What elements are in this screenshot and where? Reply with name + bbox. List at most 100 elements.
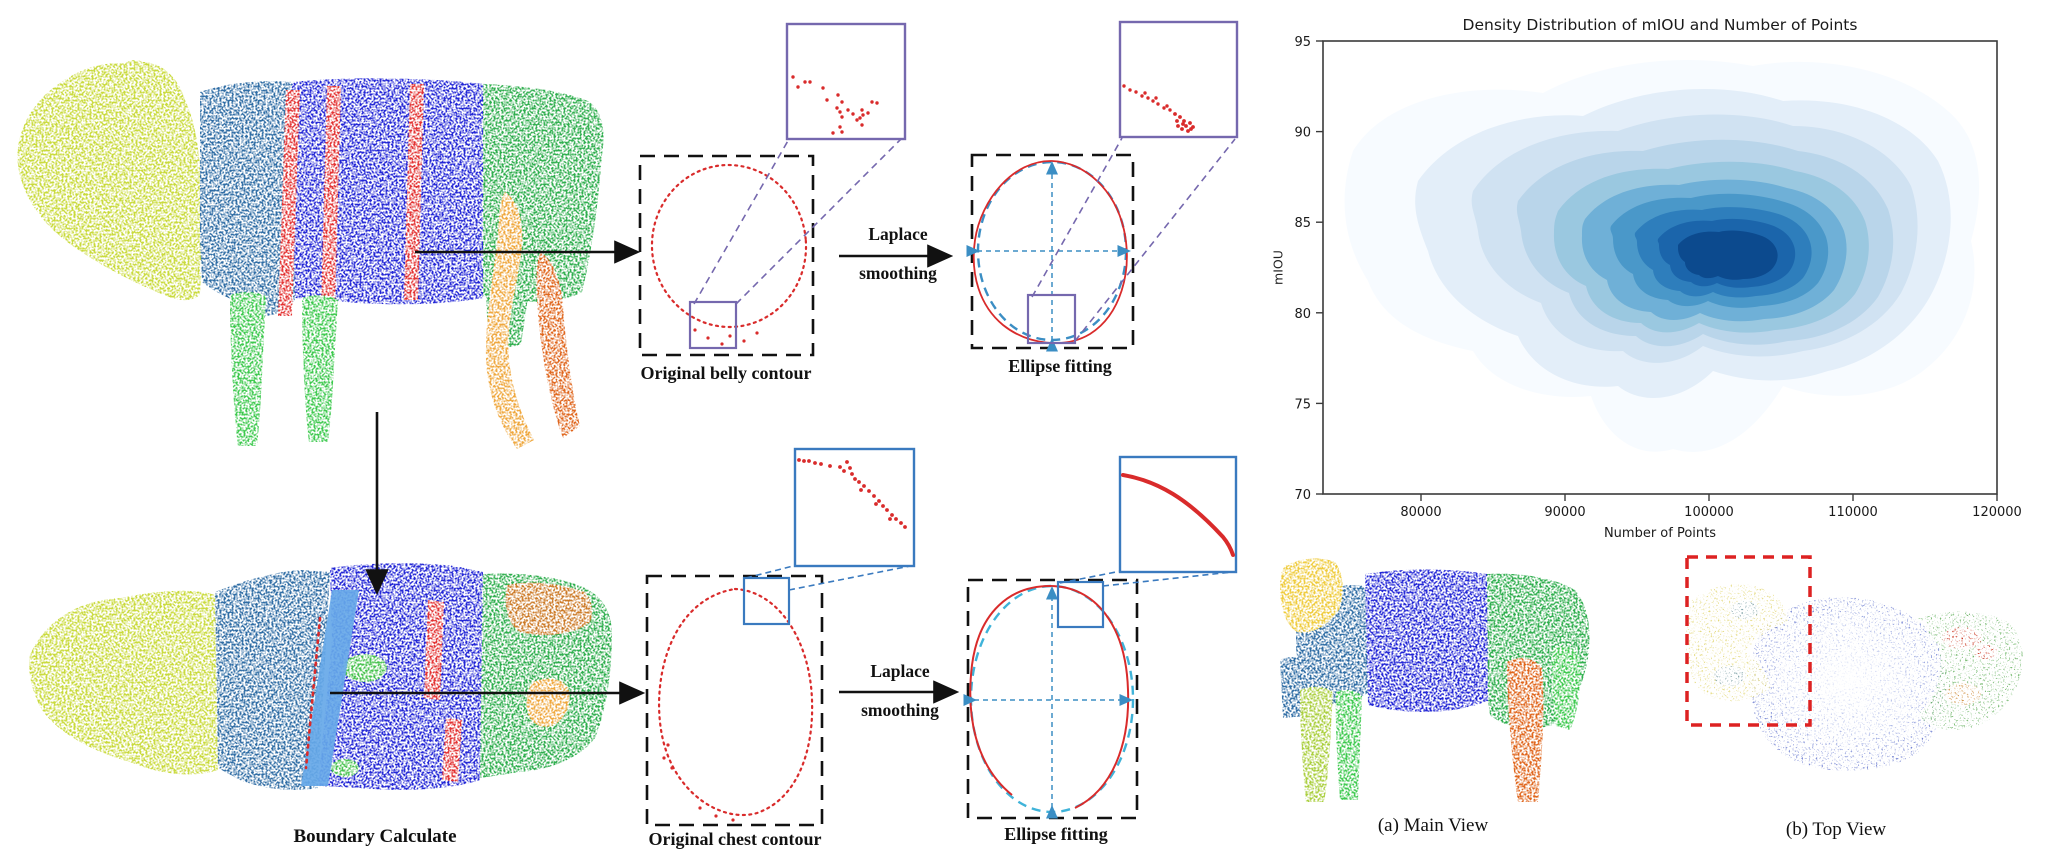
cow-top-head bbox=[29, 590, 219, 775]
cow-b-teal-accent-2 bbox=[1714, 666, 1746, 686]
y-tick-95: 95 bbox=[1294, 35, 1311, 50]
chest-ellipse-zoom-region-box bbox=[1056, 580, 1105, 629]
cow-a-rear-leg-orange bbox=[1507, 658, 1544, 802]
belly-ellipse-inset-points bbox=[1122, 84, 1195, 133]
top-view-caption: (b) Top View bbox=[1785, 819, 1887, 840]
kde-contours bbox=[1344, 60, 1980, 452]
cow-a-head-gold bbox=[1280, 558, 1343, 633]
boundary-plane bbox=[301, 590, 359, 786]
x-tick-80000: 80000 bbox=[1400, 505, 1441, 520]
cow-side-tail bbox=[485, 192, 534, 449]
cow-top-green-patch-1 bbox=[343, 654, 387, 682]
chest-ellipse-caption: Ellipse fitting bbox=[1004, 824, 1108, 844]
laplace-label-chest-2: smoothing bbox=[861, 700, 939, 720]
main-view-caption: (a) Main View bbox=[1377, 815, 1489, 836]
y-tick-75: 75 bbox=[1294, 397, 1311, 412]
x-tick-110000: 110000 bbox=[1828, 505, 1878, 520]
chest-ellipse-connector-2 bbox=[1102, 571, 1233, 587]
belly-connector-line-2 bbox=[735, 138, 902, 305]
chest-zoom-region-box bbox=[742, 576, 791, 626]
x-tick-100000: 100000 bbox=[1684, 505, 1734, 520]
chart-title: Density Distribution of mIOU and Number … bbox=[1463, 16, 1858, 34]
cow-b-head-yellow bbox=[1686, 584, 1788, 702]
cow-side-head bbox=[17, 60, 203, 301]
density-chart: Density Distribution of mIOU and Number … bbox=[1294, 16, 2021, 541]
chest-inset-points bbox=[797, 458, 907, 529]
chest-ellipse-connector-1 bbox=[1059, 570, 1122, 584]
cow-b-body bbox=[1751, 597, 1947, 771]
chest-contour-dashed-box bbox=[645, 574, 824, 827]
y-axis-ticks: 95 90 85 80 75 70 bbox=[1294, 35, 1323, 503]
cow-side-body bbox=[292, 78, 485, 305]
cow-a-body-blue bbox=[1365, 569, 1490, 712]
cow-a-front-leg-1 bbox=[1300, 686, 1333, 802]
belly-ellipse-caption: Ellipse fitting bbox=[1008, 356, 1112, 376]
laplace-label-belly-1: Laplace bbox=[868, 224, 928, 244]
chest-connector-line-1 bbox=[745, 564, 798, 579]
y-tick-90: 90 bbox=[1294, 126, 1311, 141]
cow-top-orange-patch bbox=[505, 582, 593, 635]
cow-side-front-leg-1 bbox=[230, 292, 266, 446]
cow-side-stripe-chest-1 bbox=[278, 90, 300, 316]
cow-top-shoulder bbox=[215, 570, 330, 790]
kde-level-9 bbox=[1678, 230, 1778, 280]
cow-main-view-pointcloud bbox=[1280, 558, 1590, 802]
chest-contour-panel bbox=[645, 447, 916, 827]
belly-contour-dashed-box bbox=[638, 154, 815, 357]
chest-ellipse-inset-curve bbox=[1121, 473, 1235, 557]
cow-top-stripe-1 bbox=[424, 600, 444, 700]
y-tick-85: 85 bbox=[1294, 216, 1311, 231]
laplace-label-chest-1: Laplace bbox=[870, 661, 930, 681]
cow-side-shoulder bbox=[200, 81, 295, 317]
belly-ellipse-connector-2 bbox=[1074, 138, 1236, 342]
x-axis-label: Number of Points bbox=[1604, 526, 1716, 541]
x-tick-90000: 90000 bbox=[1544, 505, 1585, 520]
cow-b-red-patch-2 bbox=[1974, 645, 1998, 659]
x-tick-120000: 120000 bbox=[1972, 505, 2022, 520]
cow-b-red-patch-1 bbox=[1942, 627, 1982, 649]
cow-a-far-rear-leg bbox=[1552, 646, 1581, 730]
boundary-calculate-caption: Boundary Calculate bbox=[293, 826, 457, 847]
belly-contour-points bbox=[650, 163, 808, 329]
y-axis-label: mIOU bbox=[1270, 250, 1286, 285]
belly-ellipse-connector-1 bbox=[1031, 137, 1123, 298]
cow-side-stripe-chest-2 bbox=[321, 86, 341, 308]
top-view-highlight-box bbox=[1685, 555, 1812, 727]
belly-smoothed-contour bbox=[972, 160, 1128, 344]
belly-connector-line-1 bbox=[693, 138, 790, 305]
cow-top-stripe-2 bbox=[442, 718, 462, 782]
cow-side-rear-leg bbox=[536, 252, 580, 438]
chest-ellipse-inset-box bbox=[1118, 455, 1238, 574]
belly-ellipse-zoom-region-box bbox=[1026, 293, 1077, 345]
chest-contour-points bbox=[657, 587, 814, 817]
cow-top-view-pointcloud bbox=[29, 563, 613, 790]
laplace-label-belly-2: smoothing bbox=[859, 263, 937, 283]
boundary-red-points bbox=[304, 616, 322, 770]
cow-b-teal-accent-1 bbox=[1731, 601, 1759, 619]
cow-side-stripe-belly bbox=[404, 84, 424, 300]
chest-inset-box bbox=[793, 447, 916, 568]
belly-inset-box bbox=[785, 22, 907, 141]
belly-ellipse-panel bbox=[966, 20, 1239, 352]
cow-a-front-leg-2 bbox=[1335, 689, 1362, 800]
chart-frame bbox=[1322, 40, 1998, 495]
belly-contour-caption: Original belly contour bbox=[640, 363, 812, 383]
belly-zoom-region-box bbox=[688, 300, 738, 350]
chest-ellipse-panel bbox=[963, 455, 1238, 820]
chest-contour-stray-dots bbox=[662, 743, 735, 822]
cow-b-top-view-pointcloud bbox=[1686, 584, 2023, 771]
belly-contour-panel bbox=[638, 22, 907, 357]
x-axis-ticks: 80000 90000 100000 110000 120000 bbox=[1400, 494, 2022, 520]
y-tick-70: 70 bbox=[1294, 488, 1311, 503]
chest-connector-line-2 bbox=[788, 565, 911, 591]
cow-b-orange-patch bbox=[1945, 683, 1981, 705]
belly-inset-points bbox=[791, 75, 879, 135]
y-tick-80: 80 bbox=[1294, 307, 1311, 322]
cow-top-yellow-patch bbox=[526, 678, 570, 727]
belly-contour-stray-dots bbox=[693, 328, 759, 346]
chest-contour-caption: Original chest contour bbox=[648, 829, 822, 849]
cow-top-green-patch-2 bbox=[331, 759, 359, 777]
cow-side-front-leg-2 bbox=[302, 295, 338, 442]
